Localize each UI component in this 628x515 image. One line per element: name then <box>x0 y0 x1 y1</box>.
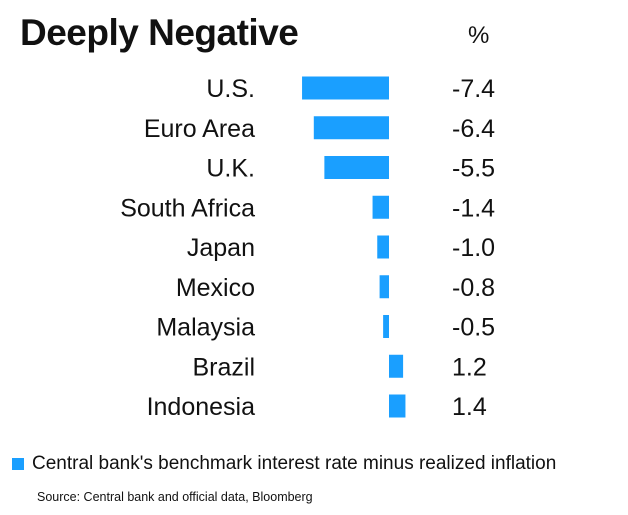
category-label: U.S. <box>206 75 255 103</box>
bar <box>377 235 389 259</box>
data-label: -1.0 <box>452 234 495 262</box>
chart-title: Deeply Negative <box>20 12 299 53</box>
bar <box>372 195 389 219</box>
data-label: -0.5 <box>452 314 495 342</box>
data-label: 1.4 <box>452 393 487 421</box>
bar <box>379 275 389 299</box>
legend: Central bank's benchmark interest rate m… <box>12 453 556 475</box>
bar-chart-content: U.S. -7.4 Euro Area -6.4 U.K. -5.5 South Afric… <box>120 75 495 421</box>
legend-label: Central bank's benchmark interest rate m… <box>32 453 557 474</box>
bar <box>389 354 404 378</box>
bar <box>383 315 389 338</box>
source-note: Source: Central bank and official data, … <box>37 490 313 504</box>
bar <box>313 116 389 140</box>
unit-label: % <box>468 22 490 49</box>
data-label: -0.8 <box>452 274 495 302</box>
data-label: -7.4 <box>452 75 495 103</box>
data-label: -6.4 <box>452 115 495 143</box>
data-label: 1.2 <box>452 353 487 381</box>
category-label: Malaysia <box>156 314 255 342</box>
category-label: Mexico <box>176 274 255 302</box>
bar <box>324 156 389 179</box>
category-label: U.K. <box>206 155 255 183</box>
legend-swatch <box>12 458 24 470</box>
category-label: Indonesia <box>147 393 256 421</box>
category-label: South Africa <box>120 194 255 222</box>
bar <box>389 394 406 418</box>
category-label: Brazil <box>192 353 255 381</box>
data-label: -1.4 <box>452 194 495 222</box>
category-label: Euro Area <box>144 115 255 143</box>
bar <box>302 76 389 100</box>
data-label: -5.5 <box>452 155 495 183</box>
category-label: Japan <box>187 234 255 262</box>
